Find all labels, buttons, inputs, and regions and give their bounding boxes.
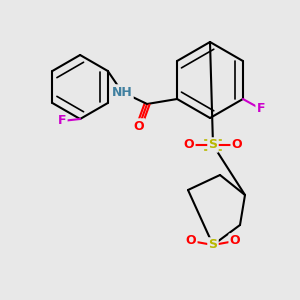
Text: S: S xyxy=(208,238,217,251)
Text: F: F xyxy=(257,103,265,116)
Text: O: O xyxy=(186,235,196,248)
Text: O: O xyxy=(184,139,194,152)
Text: F: F xyxy=(58,115,66,128)
Text: NH: NH xyxy=(112,85,133,98)
Text: S: S xyxy=(208,139,217,152)
Text: O: O xyxy=(232,139,242,152)
Text: O: O xyxy=(230,235,240,248)
Text: O: O xyxy=(134,119,144,133)
